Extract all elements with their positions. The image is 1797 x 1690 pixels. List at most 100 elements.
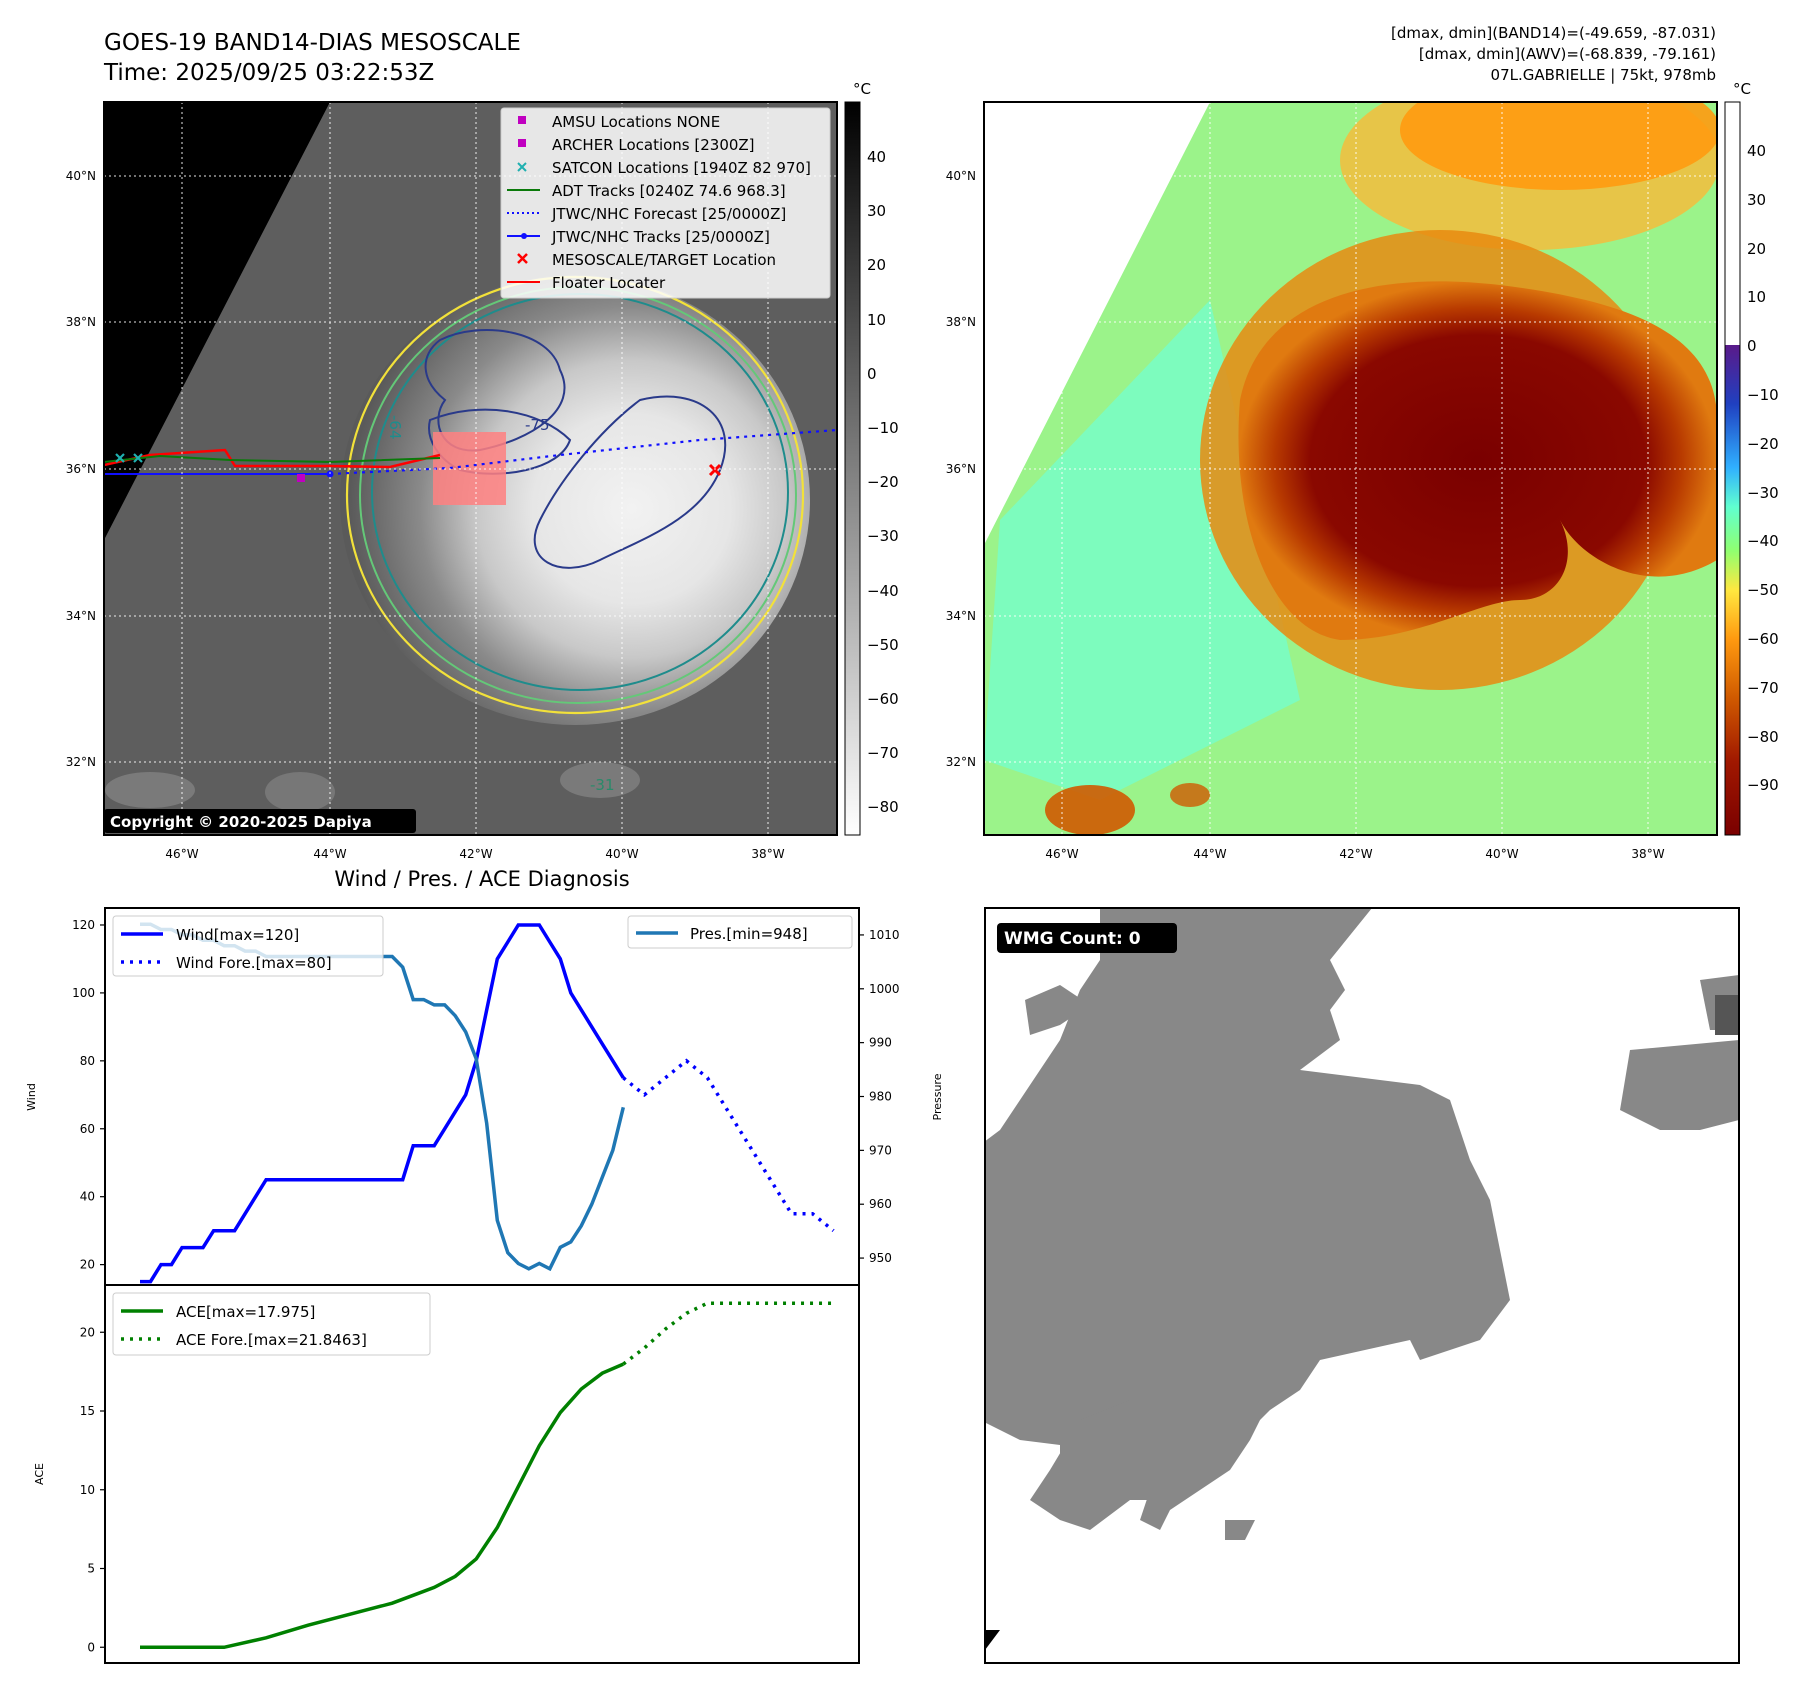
cb1-tick-0: 0 — [867, 365, 877, 383]
series-wind-max-120 — [140, 923, 625, 1284]
ir-lat-labels: 40°N 38°N 36°N 34°N 32°N — [66, 169, 96, 769]
wv-colorbar-bottom — [1725, 345, 1740, 835]
legend-adt: ADT Tracks [0240Z 74.6 968.3] — [552, 182, 786, 200]
wmg-shape-right — [1620, 1040, 1739, 1130]
wv-lat-36: 36°N — [946, 462, 976, 476]
cb1-tick-m20: −20 — [867, 473, 899, 491]
cb2-tick-m90: −90 — [1747, 776, 1779, 794]
wmg-corner-mark — [985, 1630, 1000, 1650]
info-awv: [dmax, dmin](AWV)=(-68.839, -79.161) — [1419, 45, 1716, 63]
wv-lat-labels: 40°N 38°N 36°N 34°N 32°N — [946, 169, 976, 769]
cb1-tick-m40: −40 — [867, 582, 899, 600]
legend-floater: Floater Locater — [552, 274, 666, 292]
ir-map-frame — [103, 101, 838, 836]
wmg-panel — [985, 908, 1739, 1663]
series-ace-fore-max-21-8463 — [622, 1301, 834, 1366]
wv-nodata-region — [984, 102, 1210, 545]
ace-tick-label-20: 20 — [80, 1325, 95, 1339]
legend-satcon: SATCON Locations [1940Z 82 970] — [552, 159, 811, 177]
wv-small-feature — [1045, 785, 1135, 835]
wind-tick-label-20: 20 — [80, 1258, 95, 1272]
legend-target: MESOSCALE/TARGET Location — [552, 251, 776, 269]
wmg-count: WMG Count: 0 — [1004, 929, 1141, 949]
ace-ylabel: ACE — [33, 1463, 46, 1485]
cb2-tick-m20: −20 — [1747, 435, 1779, 453]
ace-tick-label-5: 5 — [87, 1562, 95, 1576]
pressure-tick-label-1010: 1010 — [869, 928, 900, 942]
wv-lon-labels: 46°W 44°W 42°W 40°W 38°W — [1045, 847, 1664, 861]
wv-lat-34: 34°N — [946, 609, 976, 623]
ir-lon-labels: 46°W 44°W 42°W 40°W 38°W — [165, 847, 784, 861]
ace-tick-label-0: 0 — [87, 1640, 95, 1654]
ace-tick-label-10: 10 — [80, 1483, 95, 1497]
wv-lat-32: 32°N — [946, 755, 976, 769]
adt-track — [104, 454, 441, 464]
info-band14: [dmax, dmin](BAND14)=(-49.659, -87.031) — [1391, 24, 1716, 42]
wind-legend: Wind[max=120] Wind Fore.[max=80] — [112, 915, 384, 977]
satcon-markers — [115, 453, 143, 463]
cb1-tick-m30: −30 — [867, 527, 899, 545]
ir-legend: AMSU Locations NONE ARCHER Locations [23… — [500, 107, 831, 299]
cb2-tick-m80: −80 — [1747, 728, 1779, 746]
legend-amsu: AMSU Locations NONE — [552, 113, 720, 131]
cb2-tick-10: 10 — [1747, 288, 1766, 306]
cb2-tick-m50: −50 — [1747, 581, 1779, 599]
target-marker — [708, 463, 722, 477]
series-wind-fore-max-80 — [622, 1058, 835, 1233]
cb1-tick-10: 10 — [867, 311, 886, 329]
ir-lat-32: 32°N — [66, 755, 96, 769]
wmg-frame — [984, 907, 1740, 1664]
contour-label-31: -31 — [590, 776, 615, 794]
wv-storm-core — [1238, 281, 1717, 640]
legend-wind-fore: Wind Fore.[max=80] — [176, 954, 332, 972]
series-ace-max-17-975 — [140, 1362, 624, 1650]
info-storm: 07L.GABRIELLE | 75kt, 978mb — [1491, 66, 1716, 84]
ir-colorbar — [844, 101, 861, 836]
wind-tick-label-120: 120 — [72, 918, 95, 932]
ir-nodata-region — [104, 102, 330, 540]
wmg-shape-lower — [1130, 1380, 1280, 1530]
ir-lon-42: 42°W — [459, 847, 492, 861]
floater-track — [104, 448, 441, 469]
cb1-tick-30: 30 — [867, 202, 886, 220]
ace-series — [140, 1301, 834, 1650]
wmg-shape-right-dark — [1715, 995, 1739, 1035]
legend-amsu-marker — [518, 116, 526, 124]
pressure-tick-label-970: 970 — [869, 1143, 892, 1157]
wmg-shape-left — [1025, 985, 1090, 1035]
legend-wind: Wind[max=120] — [176, 926, 299, 944]
wv-lon-42: 42°W — [1339, 847, 1372, 861]
legend-satcon-marker — [517, 162, 527, 172]
wmg-shape-dot — [1225, 1520, 1255, 1540]
diag-title: Wind / Pres. / ACE Diagnosis — [334, 867, 629, 891]
figure-time: Time: 2025/09/25 03:22:53Z — [103, 60, 434, 86]
cb1-tick-40: 40 — [867, 148, 886, 166]
ir-lon-44: 44°W — [313, 847, 346, 861]
wind-tick-label-80: 80 — [80, 1054, 95, 1068]
pressure-ylabel: Pressure — [931, 1073, 944, 1120]
copyright-box — [104, 809, 416, 833]
wind-tick-label-40: 40 — [80, 1190, 95, 1204]
cb2-tick-m40: −40 — [1747, 532, 1779, 550]
pressure-tick-label-990: 990 — [869, 1036, 892, 1050]
legend-ace-fore: ACE Fore.[max=21.8463] — [176, 1331, 367, 1349]
ir-lon-40: 40°W — [605, 847, 638, 861]
ace-tick-label-15: 15 — [80, 1404, 95, 1418]
wv-map-frame — [983, 101, 1718, 836]
ir-colorbar-unit: °C — [853, 80, 871, 98]
cb1-tick-m70: −70 — [867, 744, 899, 762]
wv-gridlines — [984, 102, 1717, 835]
jtwc-forecast — [329, 428, 837, 476]
pressure-y-ticks: 950 960 970 980 990 1000 1010 — [859, 928, 900, 1265]
ir-lat-38: 38°N — [66, 315, 96, 329]
cb2-tick-40: 40 — [1747, 142, 1766, 160]
ir-lon-38: 38°W — [751, 847, 784, 861]
ir-gridlines — [104, 102, 837, 835]
cb2-tick-m70: −70 — [1747, 679, 1779, 697]
cb1-tick-20: 20 — [867, 256, 886, 274]
ir-lon-46: 46°W — [165, 847, 198, 861]
wind-ylabel: Wind — [25, 1083, 38, 1111]
figure-title: GOES-19 BAND14-DIAS MESOSCALE — [104, 30, 521, 56]
wmg-badge — [997, 923, 1177, 953]
